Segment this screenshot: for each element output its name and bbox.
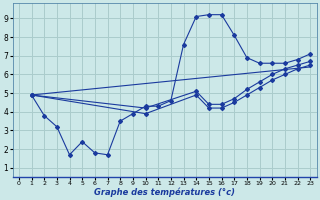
- X-axis label: Graphe des températures (°c): Graphe des températures (°c): [94, 187, 235, 197]
